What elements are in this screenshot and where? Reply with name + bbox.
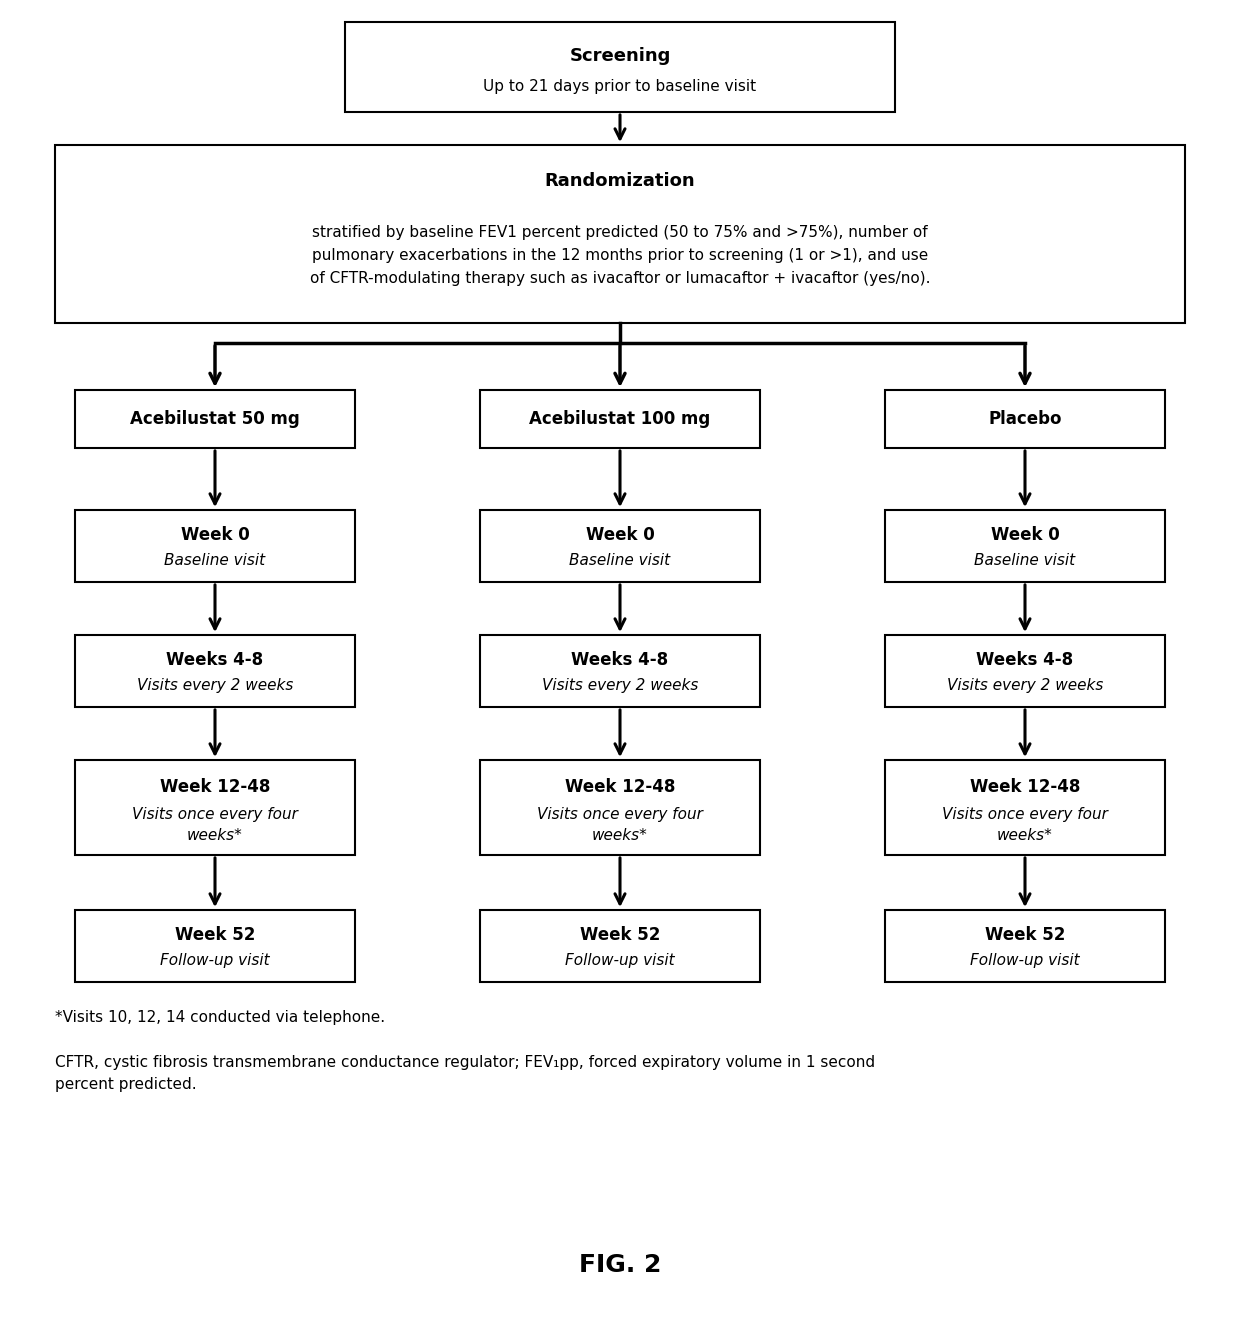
Text: Week 52: Week 52 xyxy=(985,927,1065,944)
Text: FIG. 2: FIG. 2 xyxy=(579,1253,661,1276)
Text: Follow-up visit: Follow-up visit xyxy=(565,953,675,968)
Text: Week 0: Week 0 xyxy=(181,527,249,544)
Text: Week 0: Week 0 xyxy=(585,527,655,544)
Bar xyxy=(74,389,355,447)
Text: Week 52: Week 52 xyxy=(580,927,660,944)
Text: Week 12-48: Week 12-48 xyxy=(564,777,676,796)
Bar xyxy=(885,760,1166,855)
Text: Acebilustat 100 mg: Acebilustat 100 mg xyxy=(529,411,711,428)
Text: Weeks 4-8: Weeks 4-8 xyxy=(572,651,668,669)
Text: *Visits 10, 12, 14 conducted via telephone.: *Visits 10, 12, 14 conducted via telepho… xyxy=(55,1010,386,1026)
Text: Weeks 4-8: Weeks 4-8 xyxy=(166,651,264,669)
Text: stratified by baseline FEV1 percent predicted (50 to 75% and >75%), number of
pu: stratified by baseline FEV1 percent pred… xyxy=(310,226,930,285)
Bar xyxy=(885,510,1166,582)
Bar xyxy=(480,510,760,582)
Bar xyxy=(345,22,895,112)
Text: Follow-up visit: Follow-up visit xyxy=(970,953,1080,968)
Text: Visits once every four
weeks*: Visits once every four weeks* xyxy=(133,807,298,842)
Text: Week 12-48: Week 12-48 xyxy=(970,777,1080,796)
Bar xyxy=(480,760,760,855)
Bar xyxy=(885,389,1166,447)
Bar xyxy=(480,909,760,982)
Text: Week 12-48: Week 12-48 xyxy=(160,777,270,796)
Text: Week 0: Week 0 xyxy=(991,527,1059,544)
Text: Visits every 2 weeks: Visits every 2 weeks xyxy=(542,678,698,693)
Text: Baseline visit: Baseline visit xyxy=(975,553,1075,568)
Text: CFTR, cystic fibrosis transmembrane conductance regulator; FEV₁pp, forced expira: CFTR, cystic fibrosis transmembrane cond… xyxy=(55,1055,875,1092)
Bar xyxy=(480,635,760,708)
Text: Visits every 2 weeks: Visits every 2 weeks xyxy=(947,678,1104,693)
Text: Acebilustat 50 mg: Acebilustat 50 mg xyxy=(130,411,300,428)
Bar xyxy=(74,760,355,855)
Text: Up to 21 days prior to baseline visit: Up to 21 days prior to baseline visit xyxy=(484,79,756,94)
Bar xyxy=(74,635,355,708)
Text: Baseline visit: Baseline visit xyxy=(569,553,671,568)
Text: Screening: Screening xyxy=(569,48,671,65)
Text: Visits every 2 weeks: Visits every 2 weeks xyxy=(136,678,293,693)
Bar xyxy=(74,510,355,582)
Text: Baseline visit: Baseline visit xyxy=(165,553,265,568)
Text: Placebo: Placebo xyxy=(988,411,1061,428)
Text: Visits once every four
weeks*: Visits once every four weeks* xyxy=(942,807,1107,842)
Bar xyxy=(885,909,1166,982)
Bar xyxy=(480,389,760,447)
Bar xyxy=(55,145,1185,323)
Text: Visits once every four
weeks*: Visits once every four weeks* xyxy=(537,807,703,842)
Text: Week 52: Week 52 xyxy=(175,927,255,944)
Bar xyxy=(74,909,355,982)
Text: Follow-up visit: Follow-up visit xyxy=(160,953,270,968)
Text: Weeks 4-8: Weeks 4-8 xyxy=(976,651,1074,669)
Text: Randomization: Randomization xyxy=(544,172,696,190)
Bar xyxy=(885,635,1166,708)
